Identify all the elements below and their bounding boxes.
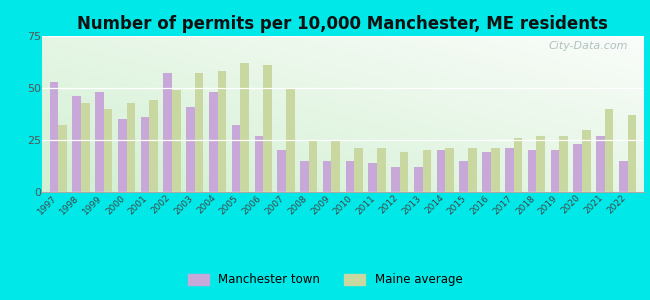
- Bar: [514, 138, 523, 192]
- Bar: [323, 161, 332, 192]
- Bar: [627, 115, 636, 192]
- Bar: [81, 103, 90, 192]
- Bar: [309, 140, 317, 192]
- Bar: [49, 82, 58, 192]
- Bar: [172, 90, 181, 192]
- Bar: [505, 148, 514, 192]
- Bar: [232, 125, 240, 192]
- Bar: [300, 161, 309, 192]
- Bar: [354, 148, 363, 192]
- Bar: [332, 140, 340, 192]
- Bar: [582, 130, 591, 192]
- Bar: [163, 74, 172, 192]
- Bar: [127, 103, 135, 192]
- Bar: [186, 107, 195, 192]
- Bar: [559, 136, 568, 192]
- Bar: [551, 150, 559, 192]
- Bar: [414, 167, 422, 192]
- Bar: [536, 136, 545, 192]
- Bar: [369, 163, 377, 192]
- Bar: [468, 148, 477, 192]
- Text: City-Data.com: City-Data.com: [549, 41, 629, 51]
- Bar: [118, 119, 127, 192]
- Bar: [346, 161, 354, 192]
- Bar: [286, 88, 294, 192]
- Bar: [263, 65, 272, 192]
- Bar: [391, 167, 400, 192]
- Bar: [445, 148, 454, 192]
- Bar: [104, 109, 112, 192]
- Title: Number of permits per 10,000 Manchester, ME residents: Number of permits per 10,000 Manchester,…: [77, 15, 608, 33]
- Bar: [72, 96, 81, 192]
- Bar: [491, 148, 500, 192]
- Bar: [400, 152, 408, 192]
- Bar: [278, 150, 286, 192]
- Legend: Manchester town, Maine average: Manchester town, Maine average: [183, 269, 467, 291]
- Bar: [209, 92, 218, 192]
- Bar: [596, 136, 605, 192]
- Bar: [619, 161, 627, 192]
- Bar: [437, 150, 445, 192]
- Bar: [95, 92, 104, 192]
- Bar: [140, 117, 150, 192]
- Bar: [377, 148, 385, 192]
- Bar: [528, 150, 536, 192]
- Bar: [604, 109, 614, 192]
- Bar: [573, 144, 582, 192]
- Bar: [482, 152, 491, 192]
- Bar: [58, 125, 67, 192]
- Bar: [195, 74, 203, 192]
- Bar: [460, 161, 468, 192]
- Bar: [422, 150, 431, 192]
- Bar: [240, 63, 249, 192]
- Bar: [150, 100, 158, 192]
- Bar: [218, 71, 226, 192]
- Bar: [255, 136, 263, 192]
